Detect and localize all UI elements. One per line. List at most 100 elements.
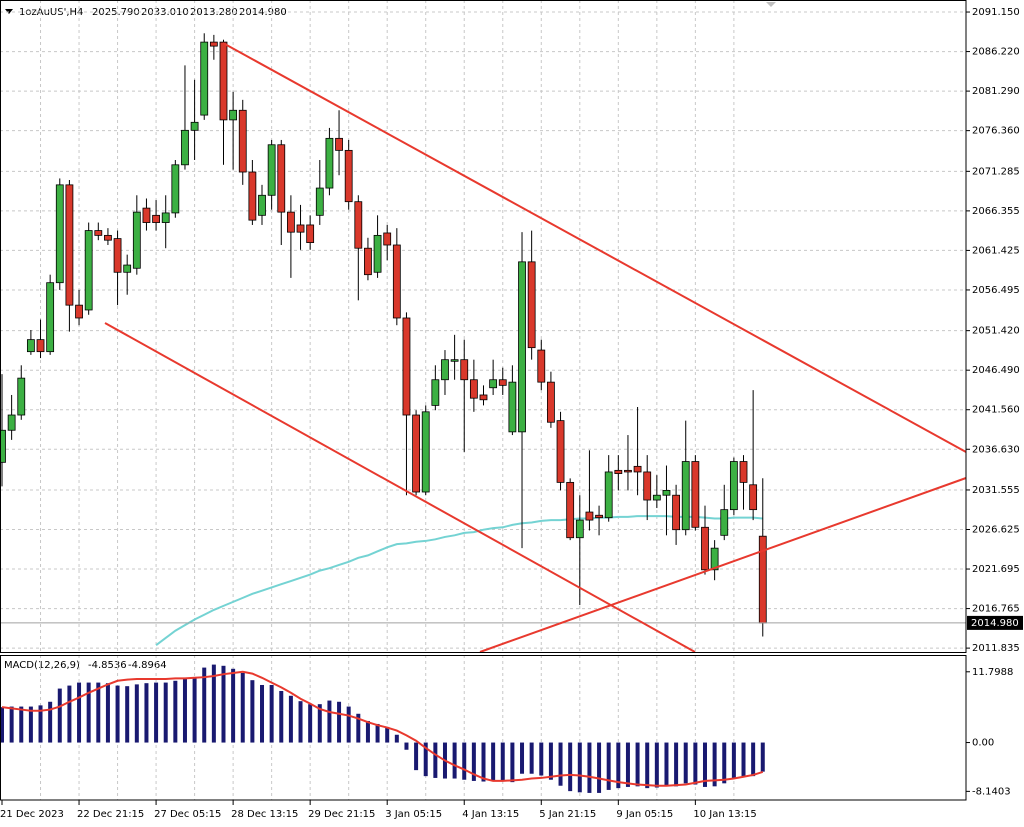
candle-body [392,244,401,319]
macd-bar [462,742,467,780]
macd-bar [404,742,409,750]
candle-body [383,232,392,246]
macd-bar [683,742,688,784]
candle-body [46,282,55,353]
macd-bar [337,701,342,743]
x-tick-label: 3 Jan 05:15 [385,809,442,820]
macd-bar [38,705,43,743]
x-tick-label: 5 Jan 21:15 [539,809,596,820]
y-tick-label: 2021.695 [972,564,1020,575]
candle-body [402,317,411,416]
macd-bar [491,742,496,781]
macd-bar [269,684,274,743]
macd-bar [163,682,168,743]
candle-body [643,471,652,501]
macd-title: MACD(12,26,9) [4,660,80,671]
candle-body [84,230,93,311]
candle-body [633,465,642,473]
macd-bar [693,742,698,785]
candle-body [0,429,6,463]
x-tick-label: 21 Dec 2023 [0,809,64,820]
candle-body [566,481,575,539]
x-tick-label: 4 Jan 13:15 [462,809,519,820]
candle-body [335,137,343,151]
candle-body [749,484,758,511]
candle-body [508,381,517,433]
macd-bar [173,680,178,743]
candle-body [729,461,738,511]
y-tick-label: 2011.835 [972,643,1020,654]
candle-body [315,187,324,216]
macd-bar [154,682,159,743]
y-tick-label: 2081.290 [972,86,1020,97]
candle-body [219,41,228,121]
macd-bar [587,742,592,793]
y-tick-label: 2071.285 [972,166,1020,177]
trend-lines [104,42,967,653]
close-label: 2014.980 [239,7,287,18]
macd-bar [317,704,322,743]
candle-body [624,469,632,473]
trend-line [104,322,696,653]
candle-body [498,379,507,386]
macd-bar [67,685,72,743]
candle-body [489,379,498,389]
candle-body [354,201,363,249]
candle-body [181,129,189,166]
candle-body [364,247,372,276]
menu-arrow [5,9,13,14]
macd-bar [202,667,207,743]
macd-bar [298,701,303,743]
candle-body [681,461,690,531]
macd-bar [346,706,351,743]
candle-body [373,234,382,273]
current-price-label: 2014.980 [971,618,1019,629]
macd-bar [77,682,82,743]
candle-body [575,519,584,539]
y-tick-label: 2041.560 [972,405,1020,416]
candle-body [238,109,247,173]
candle-body [701,526,709,571]
macd-bar [375,723,380,743]
x-tick-label: 28 Dec 13:15 [231,809,298,820]
candle-body [161,212,170,223]
macd-bar [510,742,515,783]
macd-bar [240,672,245,743]
y-tick-label: 2091.150 [972,7,1020,18]
candle-body [209,41,218,47]
macd-bar [211,664,216,743]
candle-body [36,339,45,353]
candle-body [267,144,276,196]
macd-bar [231,668,236,743]
candle-body [113,238,122,273]
macd-bar [529,742,534,774]
macd-bar [134,684,139,743]
y-tick-label: 2016.765 [972,604,1020,615]
frames [0,0,967,801]
y-tick-label: 0.00 [972,738,994,749]
macd-bar [423,742,428,777]
macd-value: -4.8536 [88,660,127,671]
x-tick-label: 27 Dec 05:15 [154,809,221,820]
macd-bar [144,683,149,743]
macd-bar [664,742,669,787]
y-tick-label: 2031.555 [972,485,1020,496]
candle-body [450,359,459,362]
macd-bar [500,742,505,781]
macd-bar [182,678,187,743]
macd-bar [731,742,736,778]
macd-bar [250,680,255,743]
macd-bar [702,742,707,787]
candle-body [421,411,430,493]
candle-body [604,471,613,519]
chart-title: 1ozAuUS',H4 [19,7,83,18]
candle-body [537,349,546,383]
candle-body [325,137,334,189]
macd-bar [308,704,313,743]
macd-bar [105,683,110,743]
macd-bar [28,706,33,743]
candle-body [258,194,266,216]
candle-body [65,184,74,306]
candle-body [17,377,26,416]
candle-body [710,547,719,571]
